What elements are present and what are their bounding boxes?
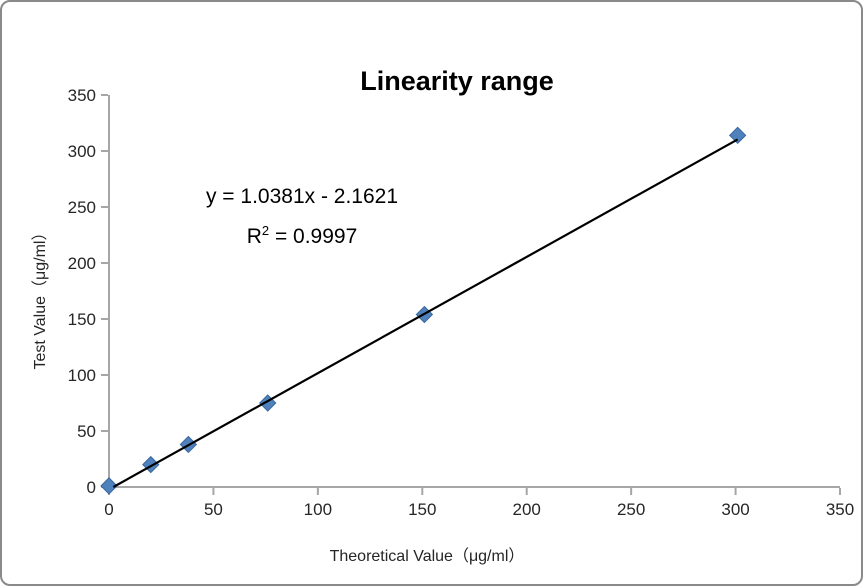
chart-title: Linearity range [360, 66, 554, 96]
x-tick-label: 250 [617, 500, 645, 519]
y-axis-title: Test Value（μg/ml） [32, 224, 49, 370]
trendline-annotation: y = 1.0381x - 2.1621 R2 = 0.9997 [142, 180, 462, 254]
y-tick-label: 150 [68, 310, 96, 329]
data-point [100, 477, 118, 495]
y-tick-label: 50 [77, 422, 96, 441]
data-point [728, 126, 747, 145]
trendline [112, 138, 739, 488]
equation-line: y = 1.0381x - 2.1621 [205, 185, 399, 208]
x-tick-label: 200 [513, 500, 541, 519]
x-tick-label: 100 [304, 500, 332, 519]
data-point [142, 455, 160, 474]
y-tick-label: 350 [68, 86, 96, 105]
y-tick-label: 300 [68, 142, 96, 161]
x-tick-label: 50 [204, 500, 223, 519]
x-tick-label: 150 [408, 500, 436, 519]
x-tick-label: 0 [104, 500, 113, 519]
x-tick-label: 350 [826, 500, 854, 519]
y-tick-label: 200 [68, 254, 96, 273]
x-tick-label: 300 [721, 500, 749, 519]
y-tick-label: 100 [68, 366, 96, 385]
r-squared-line: R2 = 0.9997 [246, 223, 358, 248]
y-tick-label: 250 [68, 198, 96, 217]
x-axis-title: Theoretical Value（μg/ml） [329, 548, 525, 565]
y-tick-label: 0 [87, 478, 96, 497]
